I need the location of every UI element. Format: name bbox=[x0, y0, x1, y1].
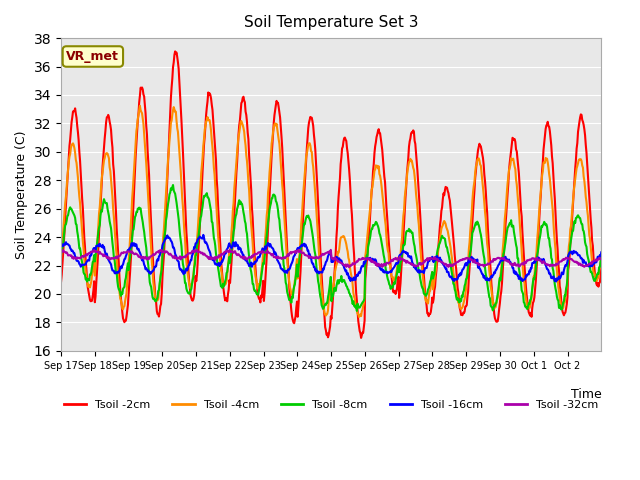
Tsoil -16cm bbox=[57, 243, 65, 249]
Tsoil -16cm bbox=[221, 252, 228, 257]
Tsoil -4cm bbox=[597, 254, 605, 260]
Tsoil -8cm bbox=[120, 284, 128, 290]
Tsoil -16cm bbox=[200, 232, 207, 238]
Tsoil -4cm bbox=[221, 282, 228, 288]
Tsoil -2cm bbox=[57, 279, 65, 285]
Legend: Tsoil -2cm, Tsoil -4cm, Tsoil -8cm, Tsoil -16cm, Tsoil -32cm: Tsoil -2cm, Tsoil -4cm, Tsoil -8cm, Tsoi… bbox=[60, 395, 603, 414]
Tsoil -4cm bbox=[57, 255, 65, 261]
Tsoil -32cm bbox=[120, 250, 128, 255]
Tsoil -2cm bbox=[172, 48, 179, 54]
Tsoil -2cm bbox=[597, 265, 605, 271]
Tsoil -8cm bbox=[597, 254, 605, 260]
Tsoil -2cm bbox=[248, 187, 255, 193]
Tsoil -8cm bbox=[248, 269, 255, 275]
Tsoil -4cm bbox=[120, 303, 128, 309]
Tsoil -32cm bbox=[248, 255, 255, 261]
Tsoil -16cm bbox=[418, 269, 426, 275]
Tsoil -8cm bbox=[419, 285, 426, 291]
Tsoil -8cm bbox=[353, 308, 361, 314]
Line: Tsoil -8cm: Tsoil -8cm bbox=[61, 185, 601, 311]
Tsoil -8cm bbox=[57, 252, 65, 257]
Tsoil -16cm bbox=[248, 260, 255, 265]
Tsoil -4cm bbox=[268, 141, 275, 146]
Tsoil -2cm bbox=[120, 319, 128, 325]
Text: VR_met: VR_met bbox=[67, 50, 119, 63]
Tsoil -8cm bbox=[221, 281, 228, 287]
Tsoil -2cm bbox=[268, 153, 275, 159]
Tsoil -32cm bbox=[597, 256, 605, 262]
Y-axis label: Soil Temperature (C): Soil Temperature (C) bbox=[15, 130, 28, 259]
Tsoil -8cm bbox=[268, 195, 275, 201]
Tsoil -2cm bbox=[357, 335, 365, 341]
Tsoil -4cm bbox=[419, 270, 426, 276]
Tsoil -4cm bbox=[248, 221, 255, 227]
Tsoil -16cm bbox=[268, 245, 275, 251]
Tsoil -16cm bbox=[120, 256, 128, 262]
Tsoil -8cm bbox=[388, 284, 396, 290]
Tsoil -32cm bbox=[419, 261, 426, 267]
Title: Soil Temperature Set 3: Soil Temperature Set 3 bbox=[244, 15, 419, 30]
Line: Tsoil -4cm: Tsoil -4cm bbox=[61, 106, 601, 317]
Line: Tsoil -16cm: Tsoil -16cm bbox=[61, 235, 601, 281]
Tsoil -16cm bbox=[597, 250, 605, 255]
Tsoil -32cm bbox=[345, 264, 353, 270]
Tsoil -32cm bbox=[268, 252, 275, 258]
Tsoil -16cm bbox=[552, 278, 560, 284]
Tsoil -16cm bbox=[388, 269, 396, 275]
Tsoil -2cm bbox=[388, 278, 396, 284]
X-axis label: Time: Time bbox=[570, 388, 601, 401]
Tsoil -32cm bbox=[57, 248, 65, 254]
Tsoil -32cm bbox=[226, 247, 234, 253]
Tsoil -4cm bbox=[355, 314, 363, 320]
Line: Tsoil -32cm: Tsoil -32cm bbox=[61, 250, 601, 267]
Tsoil -4cm bbox=[388, 274, 396, 280]
Line: Tsoil -2cm: Tsoil -2cm bbox=[61, 51, 601, 338]
Tsoil -2cm bbox=[221, 293, 228, 299]
Tsoil -32cm bbox=[220, 251, 228, 257]
Tsoil -8cm bbox=[169, 182, 177, 188]
Tsoil -2cm bbox=[419, 251, 426, 257]
Tsoil -32cm bbox=[388, 257, 396, 263]
Tsoil -4cm bbox=[136, 103, 144, 108]
